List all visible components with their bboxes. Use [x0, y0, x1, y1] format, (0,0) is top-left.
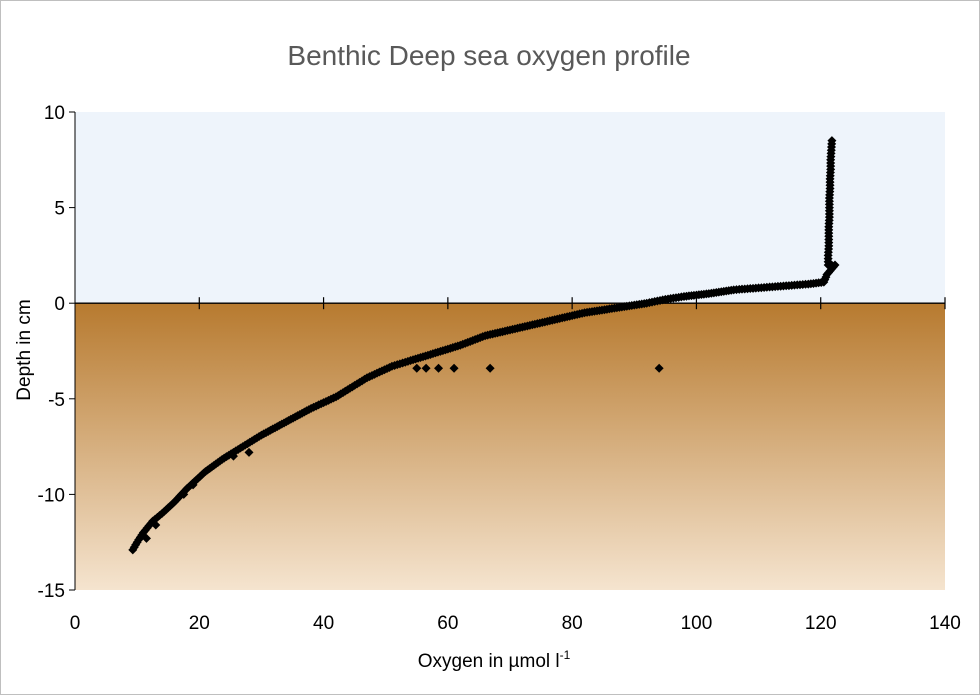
data-point [421, 363, 431, 373]
y-tick-label: 5 [54, 199, 65, 220]
x-tick-label: 140 [929, 613, 961, 634]
x-axis-label: Oxygen in µmol l-1 [418, 648, 571, 672]
x-tick-label: 0 [70, 613, 81, 634]
y-tick-label: -10 [38, 485, 65, 506]
x-axis-label-superscript: -1 [560, 648, 571, 662]
x-tick-label: 60 [437, 613, 458, 634]
x-tick-label: 80 [562, 613, 583, 634]
sediment-region [75, 303, 945, 590]
data-point [141, 533, 151, 543]
x-tick-label: 40 [313, 613, 334, 634]
y-tick-label: -15 [38, 581, 65, 602]
y-tick-label: -5 [48, 390, 65, 411]
data-point [228, 451, 238, 461]
data-point [151, 520, 161, 530]
y-axis-label: Depth in cm [14, 299, 35, 400]
data-point [244, 447, 254, 457]
chart-title: Benthic Deep sea oxygen profile [287, 40, 690, 71]
data-point [654, 363, 664, 373]
water-region [75, 112, 945, 304]
data-points [128, 136, 840, 555]
data-point [412, 363, 422, 373]
data-point [449, 363, 459, 373]
y-tick-label: 10 [44, 103, 65, 124]
x-tick-label: 120 [805, 613, 837, 634]
x-tick-label: 20 [189, 613, 210, 634]
data-point [179, 489, 189, 499]
x-tick-label: 100 [681, 613, 713, 634]
data-point [434, 363, 444, 373]
y-tick-label: 0 [54, 294, 65, 315]
data-point [485, 363, 495, 373]
background-regions [75, 112, 945, 590]
data-point [128, 545, 138, 555]
x-axis-label-main: Oxygen in µmol l [418, 651, 560, 672]
data-point [188, 480, 198, 490]
